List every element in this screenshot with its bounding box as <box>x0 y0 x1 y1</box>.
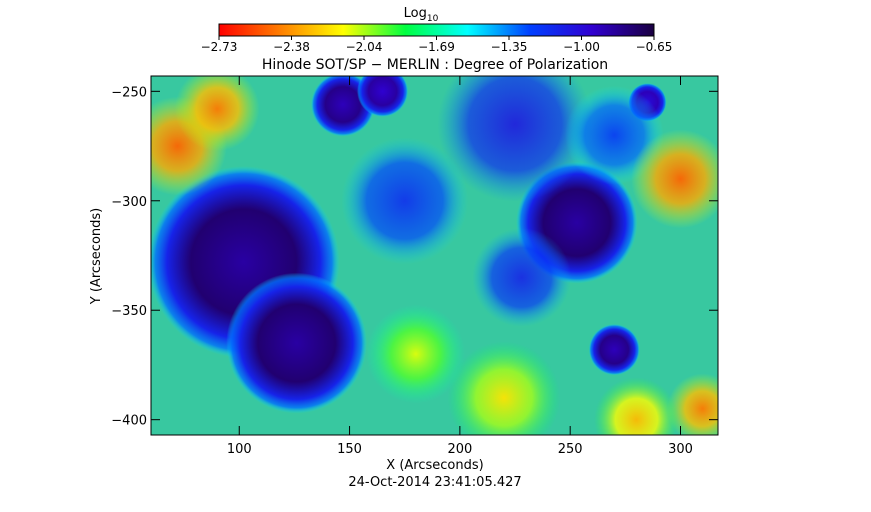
timestamp: 24-Oct-2014 23:41:05.427 <box>348 475 521 490</box>
quiet-region <box>447 341 561 435</box>
y-axis-label: Y (Arcseconds) <box>89 208 104 305</box>
sunspot-region <box>226 272 367 414</box>
plage-region <box>341 137 469 265</box>
colorbar-tick-label: −2.38 <box>273 40 310 54</box>
plage-region <box>472 227 572 327</box>
colorbar-tick-label: −1.69 <box>418 40 455 54</box>
y-axis: −250 −300 −350 −400 <box>111 85 718 429</box>
x-axis: 100 150 200 250 300 <box>227 76 693 457</box>
sunspot-region <box>357 76 409 117</box>
quiet-region <box>366 304 466 404</box>
quiet-region <box>174 76 260 152</box>
y-tick-label: −400 <box>111 414 147 429</box>
y-tick-label: −250 <box>111 85 147 100</box>
x-tick-label: 100 <box>227 442 252 457</box>
colorbar-tick-label: −2.73 <box>201 40 238 54</box>
x-tick-label: 250 <box>558 442 583 457</box>
quiet-region <box>631 129 718 229</box>
quiet-region <box>667 373 718 435</box>
plot-frame <box>150 75 719 436</box>
colorbar-tick-label: −1.00 <box>563 40 600 54</box>
sunspot-region <box>588 324 640 376</box>
x-tick-label: 300 <box>668 442 693 457</box>
colorbar-tick-label: −0.65 <box>636 40 673 54</box>
plage-region <box>437 76 593 202</box>
heatmap-image <box>151 76 718 435</box>
colorbar-ramp <box>218 23 655 37</box>
colorbar-tick-label: −1.35 <box>491 40 528 54</box>
colorbar: Log10 −2.73 −2.38 −2.04 −1.69 −1.35 −1.00 −0.6… <box>201 6 673 54</box>
chart-title: Hinode SOT/SP − MERLIN : Degree of Polar… <box>262 57 608 73</box>
y-tick-label: −350 <box>111 304 147 319</box>
quiet-region <box>594 377 679 435</box>
x-tick-label: 150 <box>337 442 362 457</box>
colorbar-ticks: −2.73 −2.38 −2.04 −1.69 −1.35 −1.00 −0.65 <box>201 36 673 54</box>
colorbar-tick-label: −2.04 <box>346 40 383 54</box>
colorbar-label: Log10 <box>404 6 439 24</box>
y-tick-label: −300 <box>111 195 147 210</box>
x-tick-label: 200 <box>447 442 472 457</box>
plot-area <box>151 76 718 435</box>
x-axis-label: X (Arcseconds) <box>386 458 483 473</box>
